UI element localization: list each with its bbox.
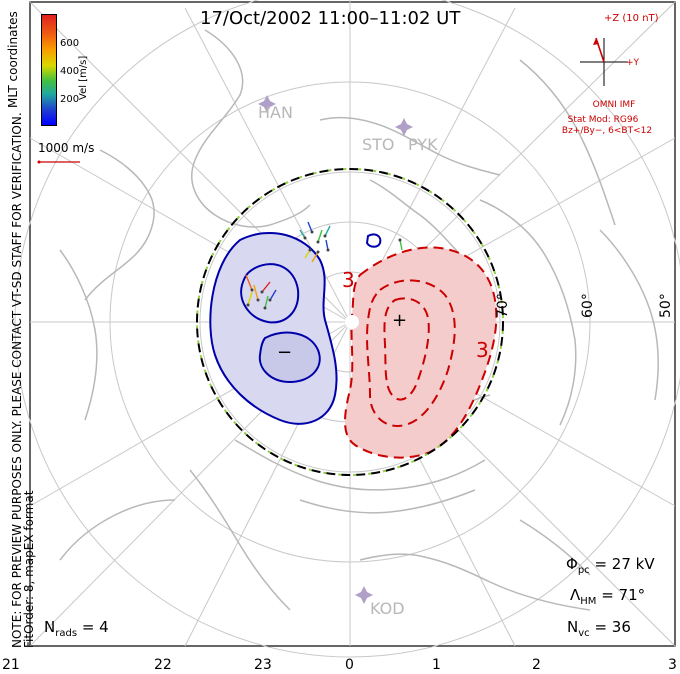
velocity-vector-origins (246, 230, 402, 310)
n-vc-symbol: N (567, 618, 579, 636)
imf-vector-arrowhead (593, 38, 599, 45)
imf-source: OMNI IMF (592, 100, 636, 110)
phi-pc-sub: pc (577, 565, 590, 576)
imf-z-label: +Z (10 nT) (604, 13, 659, 24)
coordinate-system-label: MLT coordinates (6, 11, 20, 108)
scale-vector-label: 1000 m/s (38, 141, 95, 155)
latitude-label-70: 70° (495, 293, 511, 318)
station-han-marker (258, 95, 276, 113)
station-pyk-label: PYK (408, 135, 438, 154)
radar-count: Nrads = 4 (44, 618, 109, 639)
magnetic-pole-marker (345, 315, 359, 329)
contour-label-a: 3 (342, 268, 355, 292)
imf-model: Stat Mod: RG96 (567, 115, 639, 125)
mlt-tick-1: 1 (432, 657, 441, 673)
map-title: 17/Oct/2002 11:00–11:02 UT (200, 8, 461, 29)
lambda-hm-value: = 71° (601, 586, 646, 604)
phi-pc-symbol: Φ (566, 555, 578, 573)
positive-cell-inner-contour (366, 279, 456, 427)
coastlines (59, 29, 660, 611)
velocity-colorbar (41, 14, 57, 126)
phi-pc-value: = 27 kV (594, 555, 655, 573)
positive-cell-core-contour (383, 297, 430, 401)
colorbar-label: Vel [m/s] (78, 55, 89, 100)
positive-potential-marker: + (392, 310, 407, 331)
latitude-label-50: 50° (658, 293, 674, 318)
negative-cell-inner-contour (240, 263, 300, 324)
velocity-vectors (245, 221, 403, 309)
heppner-maynard-boundary (196, 168, 504, 476)
contour-label-b: 3 (476, 338, 489, 362)
imf-condition: Bz+/By−, 6<BT<12 (561, 126, 653, 136)
mlt-tick-2: 2 (532, 657, 541, 673)
station-han-label: HAN (258, 103, 293, 122)
vector-count: Nvc = 36 (567, 618, 631, 639)
station-sto-marker (395, 118, 413, 136)
colorbar-tick-400: 400 (60, 66, 80, 77)
mlt-tick-21: 21 (2, 657, 20, 673)
mlt-tick-23: 23 (254, 657, 272, 673)
hmb-latitude: ΛHM = 71° (570, 586, 645, 607)
n-rads-sub: rads (55, 628, 78, 639)
fit-order-info: FitOrder: 8, mapEX format (22, 490, 36, 648)
lambda-hm-sub: HM (580, 596, 597, 607)
colorbar-tick-600: 600 (60, 38, 80, 49)
station-kod-marker (355, 586, 373, 604)
imf-dial (580, 37, 628, 86)
n-rads-value: = 4 (81, 618, 109, 636)
latitude-label-60: 60° (580, 293, 596, 318)
positive-cell-fill (344, 246, 498, 459)
negative-cell-small-contour (365, 233, 382, 248)
station-kod-label: KOD (370, 599, 405, 618)
cross-polar-potential: Φpc = 27 kV (566, 555, 655, 576)
station-markers (258, 95, 413, 604)
mlt-tick-0: 0 (345, 657, 354, 673)
mlt-axis: 21 22 23 0 1 2 3 (0, 657, 680, 673)
colorbar-tick-200: 200 (60, 94, 80, 105)
scale-vector-origin (37, 160, 41, 164)
negative-cell-core-contour (258, 331, 321, 384)
station-labels: HAN STO PYK KOD (258, 103, 438, 618)
negative-potential-marker: − (277, 342, 292, 363)
station-sto-label: STO (362, 135, 395, 154)
n-vc-sub: vc (578, 628, 590, 639)
n-rads-symbol: N (44, 618, 56, 636)
lambda-hm-symbol: Λ (570, 586, 581, 604)
mlt-tick-22: 22 (154, 657, 172, 673)
mlt-tick-3: 3 (668, 657, 677, 673)
imf-y-label: +Y (626, 58, 640, 68)
n-vc-value: = 36 (594, 618, 631, 636)
